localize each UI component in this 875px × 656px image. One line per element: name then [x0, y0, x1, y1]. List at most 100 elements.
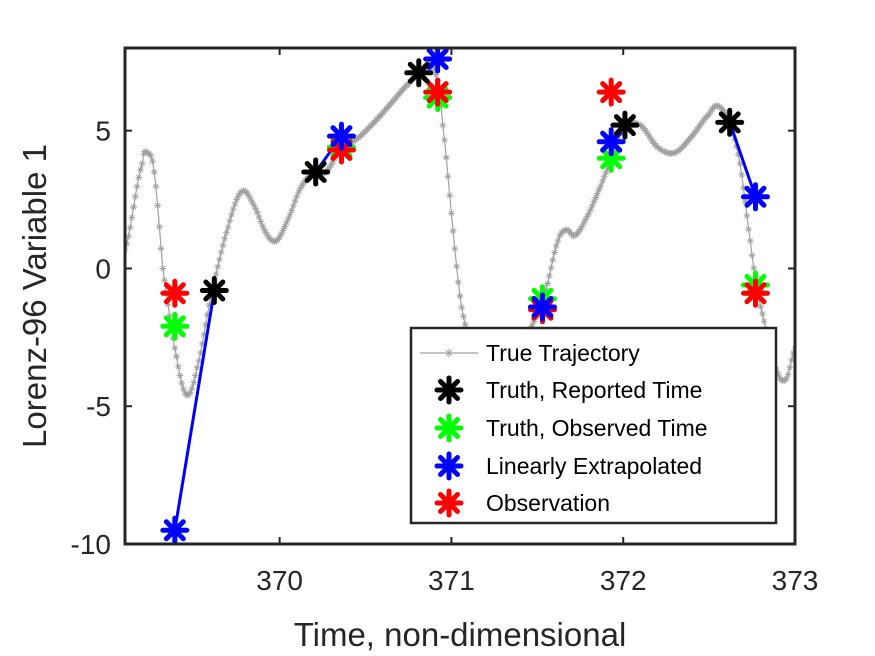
trajectory-point	[133, 183, 141, 191]
trajectory-point	[152, 183, 160, 190]
trajectory-point	[442, 154, 450, 161]
trajectory-point	[214, 263, 222, 271]
legend-swatch-linearly-extrapolated	[434, 451, 464, 481]
trajectory-point	[217, 248, 225, 256]
x-tick-label: 373	[772, 565, 819, 596]
trajectory-point	[760, 317, 768, 325]
axis-ticks	[125, 48, 796, 545]
trajectory-point	[173, 353, 180, 361]
legend-swatch-truth-observed-time	[434, 413, 464, 443]
trajectory-point	[131, 193, 139, 201]
plot-content	[125, 48, 795, 544]
trajectory-point	[439, 121, 447, 129]
trajectory-point	[446, 191, 454, 199]
trajectory-point	[219, 241, 227, 249]
observation-marker	[160, 278, 190, 308]
trajectory-point	[155, 223, 163, 231]
trajectory-point	[228, 211, 235, 219]
trajectory-point	[216, 255, 223, 263]
axes-box	[123, 46, 797, 546]
trajectory-point	[757, 302, 765, 310]
trajectory-point	[784, 370, 792, 378]
trajectory-point	[176, 372, 184, 380]
linearly-extrapolated-marker	[326, 121, 356, 151]
legend-box	[409, 326, 778, 525]
trajectory-point	[222, 229, 230, 237]
trajectory-point	[174, 363, 182, 371]
trajectory-point	[190, 379, 198, 386]
trajectory-point	[188, 384, 196, 392]
legend-label-true-trajectory: True Trajectory	[486, 340, 640, 366]
trajectory-point	[288, 206, 296, 214]
trajectory-point	[147, 152, 155, 160]
trajectory-point	[138, 160, 146, 168]
trajectory-point	[226, 217, 234, 225]
trajectory-point	[547, 264, 555, 272]
extrapolation-line	[173, 290, 216, 531]
trajectory-point	[161, 276, 168, 284]
trajectory-point	[451, 245, 459, 253]
observation-marker	[740, 278, 770, 308]
trajectory-point	[454, 278, 462, 286]
trajectory-point	[229, 205, 237, 213]
legend-label-observation: Observation	[486, 490, 610, 516]
trajectory-point	[193, 364, 201, 372]
truth-reported-time-marker	[610, 110, 640, 140]
trajectory-point	[137, 166, 144, 174]
linearly-extrapolated-marker	[160, 515, 190, 544]
trajectory-point	[551, 249, 558, 256]
y-tick-label: 5	[95, 116, 111, 147]
trajectory-point	[459, 313, 467, 321]
trajectory-point	[221, 235, 229, 243]
y-tick-label: -10	[71, 529, 111, 560]
trajectory-point	[126, 224, 134, 231]
x-tick-label: 372	[600, 565, 647, 596]
legend-label-truth-reported-time: Truth, Reported Time	[486, 377, 702, 403]
trajectory-point	[552, 242, 560, 250]
point-markers	[160, 48, 770, 544]
x-tick-label: 371	[428, 565, 475, 596]
trajectory-point	[786, 364, 794, 372]
x-tick-label: 370	[256, 565, 303, 596]
trajectory-point	[748, 252, 756, 259]
linearly-extrapolated-marker	[740, 182, 770, 212]
trajectory-point	[758, 310, 766, 318]
trajectory-point	[599, 177, 607, 185]
extrapolation-line	[728, 121, 757, 198]
x-axis-label: Time, non-dimensional	[294, 616, 627, 653]
trajectory-point	[149, 157, 156, 165]
trajectory-point	[738, 171, 746, 179]
legend-swatch-observation	[434, 488, 464, 518]
trajectory-point	[449, 227, 457, 235]
legend: True Trajectory Truth, Reported Time Truth…	[409, 326, 778, 525]
y-tick-label: 0	[95, 253, 111, 284]
legend-swatch-truth-reported-time	[434, 375, 464, 405]
trajectory-point	[253, 209, 261, 216]
trajectory-point	[212, 270, 220, 278]
trajectory-point	[441, 136, 448, 144]
trajectory-point	[745, 225, 753, 233]
truth-observed-time-marker	[160, 311, 190, 341]
trajectory-point	[195, 357, 203, 365]
legend-label-truth-observed-time: Truth, Observed Time	[486, 415, 708, 441]
trajectory-point	[746, 237, 754, 245]
observation-marker	[596, 77, 626, 107]
legend-label-linearly-extrapolated: Linearly Extrapolated	[486, 453, 702, 479]
trajectory-point	[150, 168, 158, 176]
trajectory-point	[750, 264, 758, 272]
trajectory-point	[554, 237, 562, 245]
trajectory-point	[159, 264, 167, 272]
trajectory-point	[231, 200, 239, 208]
trajectory-point	[544, 280, 552, 287]
trajectory-point	[545, 272, 553, 280]
trajectory-point	[178, 379, 186, 387]
trajectory-point	[736, 160, 744, 168]
y-tick-label: -5	[86, 391, 111, 422]
truth-reported-time-marker	[199, 275, 229, 305]
trajectory-point	[458, 303, 466, 311]
trajectory-point	[456, 292, 464, 300]
trajectory-point	[191, 372, 199, 380]
observation-marker	[423, 77, 453, 107]
trajectory-point	[154, 201, 162, 209]
